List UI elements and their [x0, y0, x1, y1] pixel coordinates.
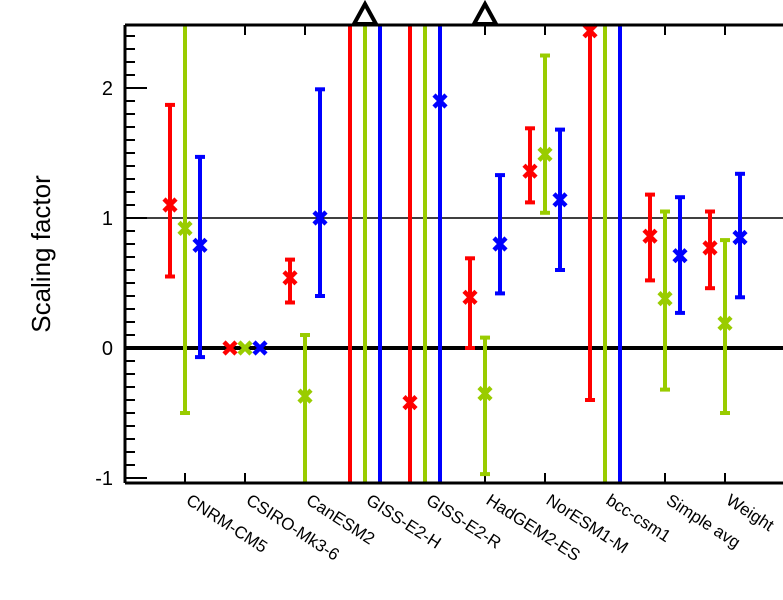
- data-point-marker: [312, 210, 328, 226]
- data-point-marker: [492, 236, 508, 252]
- data-point-marker: [462, 289, 478, 305]
- data-point-marker: [297, 388, 313, 404]
- data-point-marker: [282, 270, 298, 286]
- data-point-marker: [222, 340, 238, 356]
- off-scale-triangle-marker: [470, 0, 500, 26]
- data-point-marker: [657, 291, 673, 307]
- data-point-marker: [237, 340, 253, 356]
- data-point-marker: [522, 163, 538, 179]
- y-tick-label: 1: [102, 208, 113, 230]
- off-scale-triangle-marker: [350, 0, 380, 26]
- data-point-marker: [732, 229, 748, 246]
- data-point-marker: [702, 240, 718, 256]
- data-point-marker: [537, 146, 553, 162]
- y-tick-label: 0: [102, 338, 113, 360]
- y-axis-label: Scaling factor: [26, 175, 56, 333]
- data-point-marker: [177, 220, 193, 236]
- y-tick-label: 2: [102, 78, 113, 100]
- data-point-marker: [717, 315, 733, 331]
- data-point-marker: [642, 228, 658, 244]
- data-point-marker: [192, 237, 208, 253]
- data-point-marker: [582, 23, 598, 39]
- data-point-marker: [432, 93, 448, 109]
- data-point-marker: [552, 192, 568, 208]
- data-point-marker: [477, 385, 493, 402]
- data-point-marker: [162, 197, 178, 213]
- data-point-marker: [672, 248, 688, 264]
- data-point-marker: [252, 340, 268, 356]
- y-tick-label: -1: [95, 468, 113, 490]
- data-point-marker: [402, 395, 418, 411]
